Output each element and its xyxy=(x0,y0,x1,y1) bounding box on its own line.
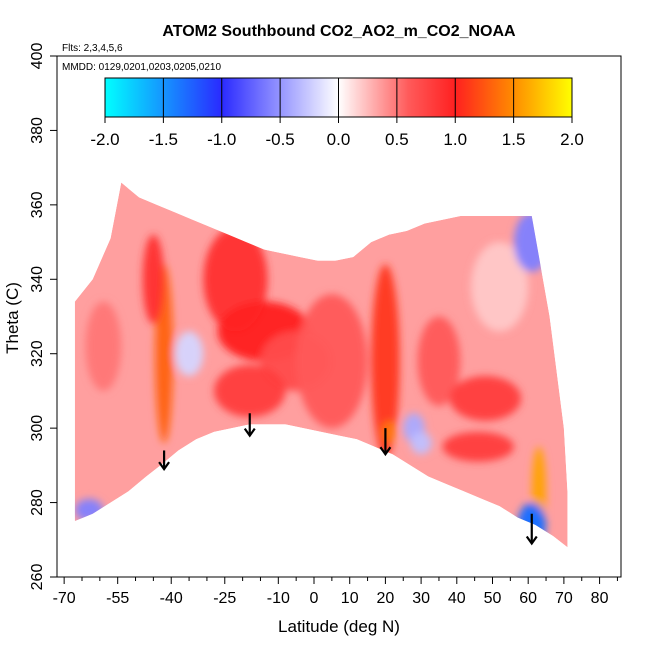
x-tick-label: 20 xyxy=(377,590,395,607)
anomaly-cell xyxy=(74,498,104,522)
arrow-head xyxy=(525,535,538,546)
x-axis-label: Latitude (deg N) xyxy=(278,617,400,636)
anomaly-cell xyxy=(174,331,204,377)
colorbar-tick-label: -1.0 xyxy=(207,130,236,149)
y-tick-label: 300 xyxy=(29,415,46,442)
colorbar: -2.0 -1.5 -1.0 -0.5 0.0 0.5 1.0 1.5 2.0 xyxy=(90,77,584,149)
colorbar-tick-label: 0.5 xyxy=(385,130,409,149)
y-tick-label: 320 xyxy=(29,340,46,367)
anomaly-cell xyxy=(85,301,122,391)
x-tick-label: 60 xyxy=(519,590,537,607)
colorbar-tick-label: -0.5 xyxy=(265,130,294,149)
anomaly-cell xyxy=(296,294,368,429)
y-tick-label: 340 xyxy=(29,266,46,293)
y-axis-label: Theta (C) xyxy=(3,282,22,354)
x-tick-label: -70 xyxy=(53,590,76,607)
colorbar-tick-label: -2.0 xyxy=(90,130,119,149)
anomaly-cell xyxy=(513,212,550,272)
arrow-marker xyxy=(158,450,170,471)
anomaly-cell xyxy=(442,431,514,462)
y-tick-label: 400 xyxy=(29,43,46,70)
x-tick-label: -25 xyxy=(213,590,236,607)
x-tick-label: 70 xyxy=(555,590,573,607)
anomaly-cell xyxy=(142,234,165,324)
plot-frame xyxy=(56,55,622,578)
dates-note: MMDD: 0129,0201,0203,0205,0210 xyxy=(62,62,221,73)
heatmap-domain xyxy=(74,182,568,548)
arrow-marker xyxy=(525,513,538,546)
anomaly-cell xyxy=(449,376,522,421)
arrow-head xyxy=(379,446,392,457)
arrow-marker xyxy=(379,428,392,457)
x-tick-label: 50 xyxy=(484,590,502,607)
x-tick-label: 40 xyxy=(448,590,466,607)
heatmap-layer xyxy=(74,182,568,548)
x-tick-label: -40 xyxy=(160,590,183,607)
arrow-head xyxy=(243,427,256,438)
colorbar-tick-label: 1.0 xyxy=(443,130,467,149)
y-tick-label: 360 xyxy=(29,191,46,218)
x-tick-label: 10 xyxy=(341,590,359,607)
y-tick-label: 380 xyxy=(29,117,46,144)
flights-note: Flts: 2,3,4,5,6 xyxy=(62,43,123,54)
anomaly-cell xyxy=(471,242,529,332)
x-tick-label: 30 xyxy=(412,590,430,607)
x-tick-label: -10 xyxy=(267,590,290,607)
x-tick-label: 0 xyxy=(310,590,319,607)
colorbar-tick-label: 0.0 xyxy=(327,130,351,149)
axes: -70 -55 -40 -25 -10 0 10 20 30 40 50 60 70 80 260 280 30… xyxy=(29,43,618,607)
x-tick-label: 80 xyxy=(591,590,609,607)
anomaly-cell xyxy=(410,431,432,455)
x-tick-label: -55 xyxy=(106,590,129,607)
colorbar-tick-label: 2.0 xyxy=(560,130,584,149)
chart-title: ATOM2 Southbound CO2_AO2_m_CO2_NOAA xyxy=(162,23,516,40)
arrow-marker xyxy=(243,413,256,438)
anomaly-cell xyxy=(417,316,461,406)
anomaly-cell xyxy=(381,420,397,444)
y-tick-label: 280 xyxy=(29,489,46,516)
anomaly-cell xyxy=(371,264,400,458)
colorbar-tick-label: 1.5 xyxy=(502,130,526,149)
anomaly-cell xyxy=(214,364,286,417)
arrow-head xyxy=(158,461,170,471)
y-tick-label: 260 xyxy=(29,564,46,591)
colorbar-tick-label: -1.5 xyxy=(149,130,178,149)
